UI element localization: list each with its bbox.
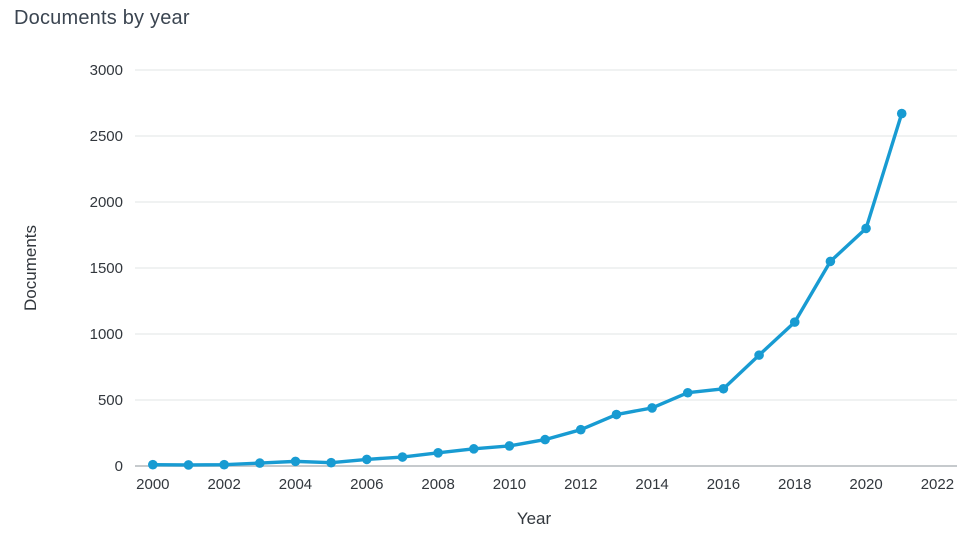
y-tick-label: 1000 (90, 326, 123, 343)
y-tick-label: 3000 (90, 62, 123, 79)
y-tick-label: 2500 (90, 128, 123, 145)
x-tick-label: 2014 (635, 476, 668, 493)
data-point-2017[interactable] (754, 350, 764, 360)
x-tick-label: 2008 (421, 476, 454, 493)
x-tick-label: 2018 (778, 476, 811, 493)
data-point-2000[interactable] (148, 459, 158, 470)
data-point-2020[interactable] (861, 223, 871, 234)
x-tick-label: 2004 (279, 476, 312, 493)
data-point-2005[interactable] (326, 457, 336, 468)
x-axis-title: Year (517, 509, 552, 528)
data-point-2010[interactable] (504, 441, 515, 451)
data-point-2013[interactable] (611, 409, 622, 420)
data-point-2002[interactable] (219, 459, 229, 470)
y-tick-label: 0 (115, 458, 123, 475)
y-axis-title: Documents (21, 225, 40, 311)
data-point-2009[interactable] (468, 444, 479, 454)
data-point-2006[interactable] (362, 454, 372, 465)
x-tick-label: 2002 (207, 476, 240, 493)
x-tick-label: 2000 (136, 476, 169, 493)
data-point-2011[interactable] (540, 434, 550, 445)
data-point-2014[interactable] (647, 403, 657, 413)
x-tick-label: 2006 (350, 476, 383, 493)
x-tick-label: 2010 (493, 476, 526, 493)
x-tick-label: 2022 (921, 476, 954, 493)
x-tick-label: 2020 (849, 476, 882, 493)
data-point-2015[interactable] (682, 387, 693, 398)
data-point-2021[interactable] (896, 108, 907, 119)
data-point-2004[interactable] (290, 456, 301, 467)
data-point-2018[interactable] (789, 317, 800, 327)
y-tick-label: 1500 (90, 260, 123, 277)
y-tick-label: 500 (98, 392, 123, 409)
trend-line (151, 111, 904, 467)
data-point-2019[interactable] (825, 256, 836, 267)
data-point-2003[interactable] (255, 458, 265, 468)
chart-title: Documents by year (14, 7, 190, 29)
x-tick-label: 2016 (707, 476, 740, 493)
data-point-2016[interactable] (718, 383, 729, 394)
y-tick-label: 2000 (90, 194, 123, 211)
data-point-2007[interactable] (397, 452, 408, 462)
data-point-2008[interactable] (433, 448, 443, 458)
data-point-2012[interactable] (575, 424, 586, 435)
data-point-2001[interactable] (183, 460, 194, 470)
x-tick-label: 2012 (564, 476, 597, 493)
